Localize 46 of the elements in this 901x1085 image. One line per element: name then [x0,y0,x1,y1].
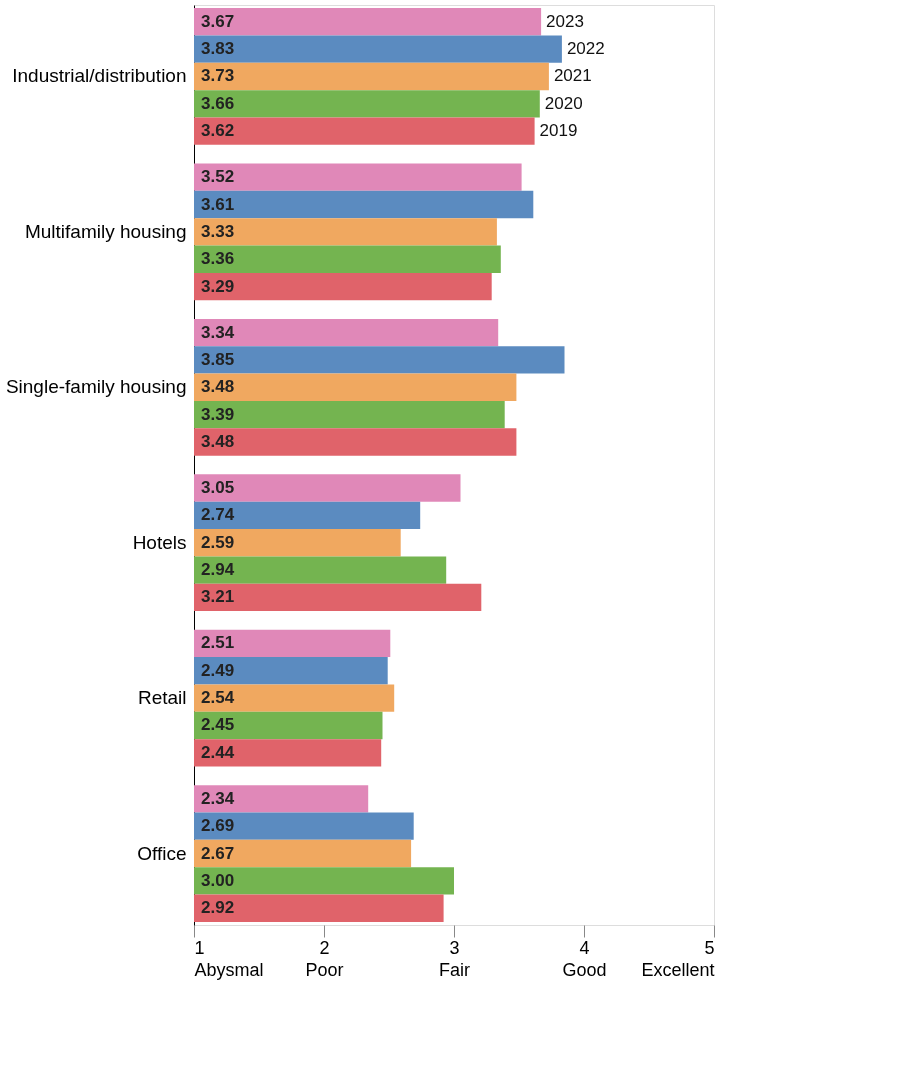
x-tick-label: 2 Poor [305,937,344,980]
y-tick-label: Multifamily housing [24,220,187,242]
x-tick-label: 4 Good [562,937,607,980]
y-tick-label: Office [137,842,187,864]
data-label: 3.34 [201,322,235,342]
y-tick-label: Hotels [132,531,187,553]
data-label: 3.66 [201,93,235,113]
x-tick-label: 3 Fair [439,937,470,980]
data-label: 2.49 [201,660,235,680]
data-label: 2.45 [201,715,235,735]
data-label: 3.00 [201,870,235,890]
data-label: 2.94 [201,560,235,580]
data-label: 2.74 [201,505,235,525]
x-tick-label: 1 Abysmal [194,937,264,980]
data-label: 2.69 [201,816,235,836]
data-label: 2.67 [201,843,235,863]
data-label: 3.48 [201,432,235,451]
data-label: 2.44 [201,742,235,762]
data-label: 2.59 [201,532,235,552]
series-label: 2022 [566,39,605,59]
data-label: 3.05 [201,478,235,497]
data-label: 3.29 [201,276,235,296]
data-label: 3.39 [201,404,235,424]
y-tick-label: Industrial/distribution [12,65,187,87]
data-label: 3.52 [201,167,235,187]
data-label: 2.54 [201,688,235,708]
x-tick-label: 5 Excellent [641,937,715,980]
data-label: 3.36 [201,249,235,269]
data-label: 2.51 [201,633,235,653]
y-tick-label: Retail [137,687,187,709]
data-label: 2.34 [201,788,235,808]
data-label: 3.62 [201,121,235,141]
data-label: 3.73 [201,66,235,86]
data-label: 3.21 [201,587,235,607]
data-label: 3.48 [201,377,235,397]
series-label: 2019 [539,121,578,141]
series-label: 2023 [546,11,584,31]
data-label: 2.92 [201,898,235,918]
series-label: 2020 [544,93,583,113]
data-label: 3.33 [201,221,235,241]
y-tick-label: Single-family housing [5,376,187,398]
data-label: 3.61 [201,194,235,214]
data-label: 3.83 [201,39,235,59]
series-label: 2021 [553,66,592,86]
data-label: 3.67 [201,11,235,31]
data-label: 3.85 [201,349,235,369]
